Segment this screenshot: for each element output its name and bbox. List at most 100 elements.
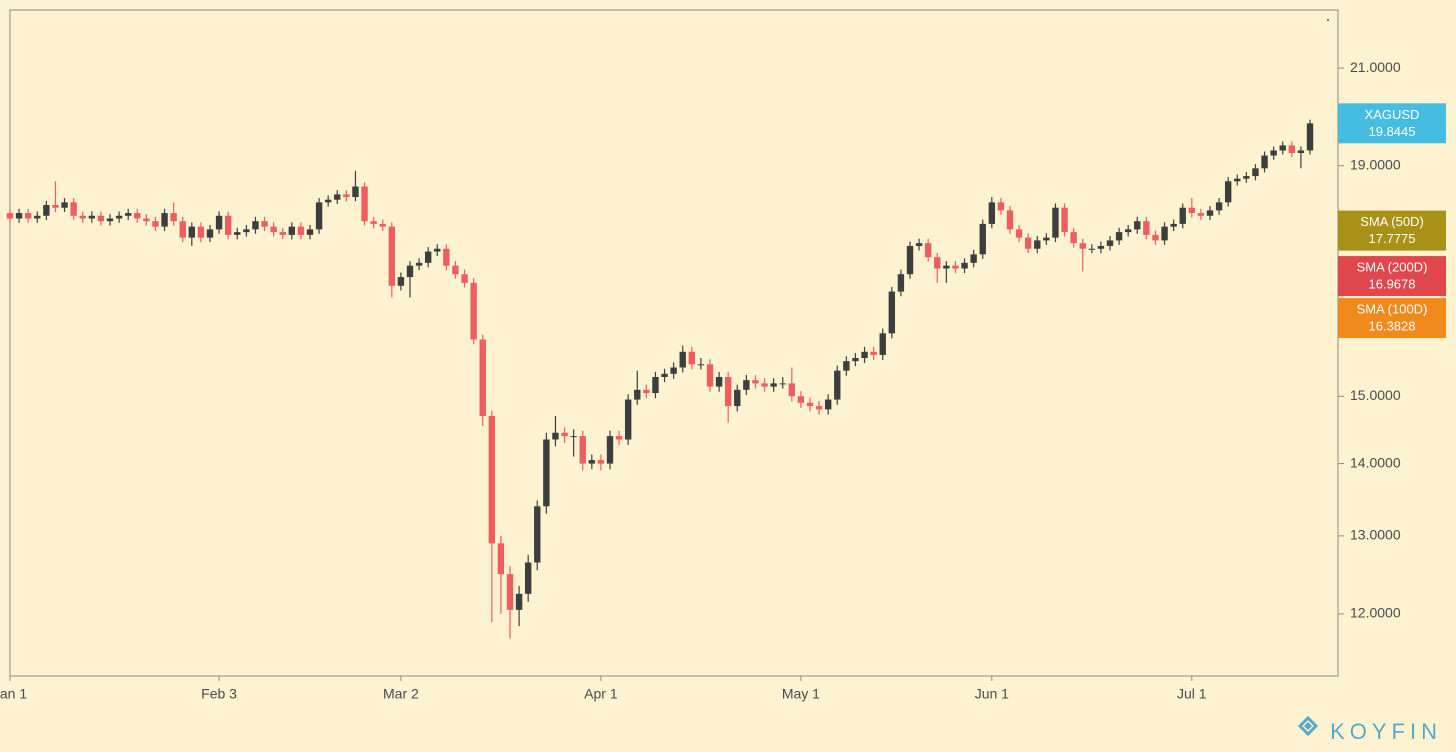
candle-body	[1052, 207, 1059, 238]
candle-body	[1152, 234, 1159, 241]
candle-body	[406, 265, 414, 278]
candle-body	[379, 223, 386, 227]
badge-name: XAGUSD	[1365, 107, 1420, 122]
candle-body	[915, 243, 923, 246]
candle-body	[43, 205, 50, 216]
logo-icon	[1304, 722, 1312, 730]
candle-body	[1097, 245, 1105, 249]
candle-body	[1243, 176, 1250, 179]
candle-body	[997, 202, 1005, 211]
candle-body	[497, 543, 505, 575]
candle-body	[1115, 232, 1123, 241]
candle-body	[261, 221, 268, 227]
candle-body	[724, 376, 732, 407]
candle-body	[52, 205, 59, 208]
candle-body	[1206, 210, 1214, 216]
candle-body	[279, 232, 286, 235]
candle-body	[924, 243, 932, 258]
candle-body	[106, 218, 114, 222]
price-badge	[1338, 256, 1446, 297]
candle-body	[979, 223, 986, 255]
candle-body	[834, 370, 841, 400]
candle-body	[534, 506, 541, 563]
candle-body	[124, 213, 132, 216]
candle-body	[679, 351, 686, 368]
candle-body	[597, 460, 605, 464]
candle-body	[852, 358, 859, 362]
logo-icon	[1297, 715, 1319, 737]
candle-body	[1197, 213, 1205, 216]
price-badge	[1338, 298, 1446, 339]
candle-body	[79, 215, 86, 219]
badge-name: SMA (50D)	[1360, 214, 1424, 229]
candle-body	[24, 213, 32, 219]
x-tick-label: Mar 2	[383, 686, 419, 702]
x-tick-label: Jun 1	[975, 686, 1009, 702]
x-tick-label: May 1	[782, 686, 820, 702]
candle-body	[952, 265, 959, 269]
candle-body	[15, 213, 23, 219]
badge-value: 16.9678	[1369, 277, 1416, 292]
candle-body	[752, 380, 759, 384]
candle-body	[1006, 210, 1014, 230]
candle-body	[634, 389, 641, 400]
candle-body	[443, 248, 450, 266]
y-tick-label: 15.0000	[1350, 387, 1401, 403]
price-badge	[1338, 210, 1446, 251]
candle-body	[1252, 168, 1259, 177]
candle-body	[643, 389, 650, 394]
x-tick-label: Feb 3	[201, 686, 237, 702]
candle-body	[1170, 223, 1177, 227]
candle-body	[1015, 229, 1023, 238]
candle-body	[779, 383, 786, 385]
candle-body	[388, 226, 396, 286]
candle-body	[197, 226, 205, 238]
candle-body	[879, 333, 886, 355]
candle-body	[1188, 207, 1196, 214]
candle-body	[61, 202, 68, 208]
candle-body	[452, 265, 459, 275]
candle-body	[206, 229, 214, 238]
candle-body	[615, 436, 623, 440]
candle-body	[861, 351, 868, 359]
candle-body	[188, 226, 196, 238]
candle-body	[1288, 145, 1296, 154]
candle-body	[434, 248, 441, 252]
candle-body	[870, 351, 877, 355]
candle-body	[579, 436, 586, 464]
badge-value: 19.8445	[1369, 124, 1416, 139]
plot-area	[6, 119, 1314, 639]
candle-body	[306, 229, 314, 235]
candle-body	[161, 213, 168, 227]
y-tick-label: 12.0000	[1350, 605, 1401, 621]
candle-body	[1224, 181, 1232, 203]
candle-body	[315, 202, 323, 230]
candle-body	[115, 215, 123, 219]
candle-body	[361, 186, 368, 222]
y-tick-label: 21.0000	[1350, 59, 1401, 75]
candle-body	[888, 291, 896, 334]
candle-body	[570, 436, 577, 438]
candle-body	[806, 402, 814, 407]
price-badge	[1338, 103, 1446, 144]
candle-body	[1034, 240, 1041, 249]
x-tick-label: Jul 1	[1177, 686, 1207, 702]
logo-text: KOYFIN	[1330, 719, 1442, 744]
candle-body	[561, 432, 568, 437]
candle-body	[961, 262, 968, 269]
candle-body	[515, 593, 523, 610]
y-tick-label: 13.0000	[1350, 527, 1401, 543]
candle-body	[624, 399, 632, 440]
candle-body	[688, 351, 696, 365]
candle-body	[524, 562, 532, 594]
candle-body	[1143, 221, 1150, 235]
logo: KOYFIN	[1297, 715, 1442, 744]
candle-body	[415, 262, 423, 266]
candle-body	[788, 383, 796, 397]
candle-body	[843, 361, 850, 371]
candle-body	[1070, 232, 1077, 244]
candle-body	[288, 226, 296, 235]
candle-body	[1124, 229, 1132, 233]
x-tick-label: Apr 1	[584, 686, 618, 702]
